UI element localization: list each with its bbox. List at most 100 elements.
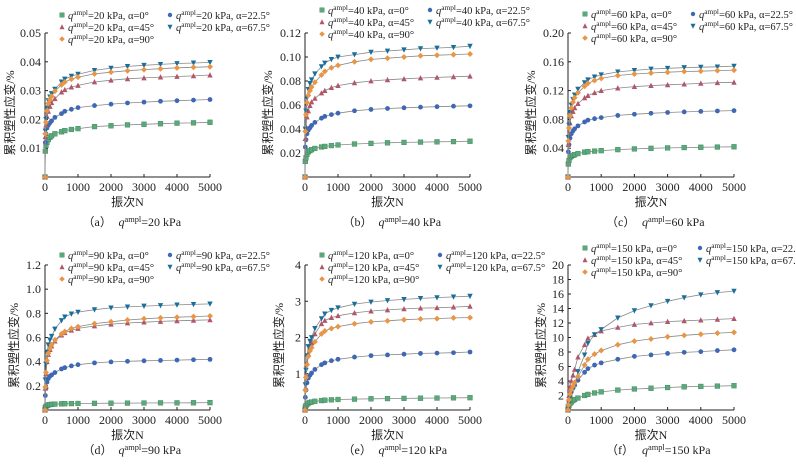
- legend-item: qampl=150 kPa, α=0°: [582, 241, 677, 255]
- data-point: [190, 73, 197, 79]
- data-point: [335, 396, 341, 403]
- data-point: [591, 77, 598, 84]
- legend-item: qampl=60 kPa, α=45°: [582, 19, 677, 33]
- data-point: [401, 297, 407, 303]
- legend-label-sup: ampl: [181, 260, 196, 269]
- y-tick-label: 0.05: [20, 26, 41, 40]
- data-point: [141, 75, 147, 81]
- x-tick-label: 3000: [656, 180, 680, 194]
- data-point: [648, 82, 654, 88]
- legend-label-sup: ampl: [73, 248, 88, 257]
- data-point: [467, 103, 473, 109]
- panel-caption: （b） qampl=40 kPa: [343, 215, 442, 229]
- data-point: [581, 83, 588, 90]
- x-tick-label: 2000: [622, 413, 646, 427]
- data-point: [207, 400, 213, 406]
- data-point: [42, 369, 49, 376]
- data-point: [698, 292, 704, 298]
- data-point: [575, 100, 581, 106]
- data-point: [307, 102, 313, 108]
- y-tick-label: 3: [295, 294, 301, 308]
- legend-item: qampl=150 kPa, α=90°: [582, 265, 682, 279]
- data-point: [305, 108, 311, 114]
- data-point: [615, 147, 621, 153]
- data-point: [418, 104, 423, 110]
- data-point: [125, 100, 130, 106]
- caption-label-sup: ampl: [385, 215, 402, 224]
- data-point: [401, 351, 407, 357]
- data-point: [467, 43, 473, 50]
- series-alpha0: [565, 383, 737, 413]
- legend-marker: [59, 264, 65, 270]
- legend-label-sup: ampl: [333, 3, 348, 12]
- data-point: [68, 76, 75, 83]
- data-point: [45, 350, 52, 357]
- legend-label: qampl=150 kPa, α=45°: [591, 253, 682, 267]
- data-point: [467, 73, 473, 79]
- legend-label-sup: ampl: [711, 253, 726, 262]
- data-point: [141, 315, 147, 322]
- data-point: [62, 314, 68, 320]
- data-point: [312, 326, 318, 332]
- y-tick-label: 0.01: [20, 141, 41, 155]
- data-point: [368, 308, 374, 314]
- legend-label-rest: =90 kPa, α=90°: [88, 275, 154, 286]
- legend-label-sup: ampl: [596, 19, 611, 28]
- data-point: [384, 140, 391, 146]
- data-point: [681, 65, 687, 71]
- data-point: [318, 320, 325, 327]
- data-point: [417, 305, 424, 311]
- data-point: [75, 82, 81, 88]
- series-alpha22_5: [42, 97, 213, 180]
- legend-label-rest: =20 kPa, α=90°: [88, 35, 154, 46]
- x-tick-label: 0: [565, 413, 571, 427]
- data-point: [731, 288, 737, 294]
- legend-item: qampl=120 kPa, α=0°: [319, 248, 414, 262]
- data-point: [731, 144, 737, 150]
- series-alpha45: [42, 316, 213, 413]
- legend-label-sup: ampl: [704, 7, 719, 16]
- data-point: [731, 315, 737, 322]
- data-point: [207, 119, 213, 125]
- data-point: [434, 395, 440, 401]
- x-tick-label: 2000: [99, 180, 123, 194]
- data-point: [581, 341, 588, 348]
- legend-label-sup: ampl: [451, 260, 466, 269]
- data-point: [681, 332, 688, 339]
- data-point: [51, 336, 58, 343]
- series-alpha67_5: [302, 293, 473, 413]
- data-point: [174, 64, 180, 71]
- chart-panel-c: 0 1000 2000 3000 4000 5000 0.04 0.08 0.12 0.16 0.2…: [523, 7, 793, 229]
- y-tick-label: 0.20: [543, 26, 564, 40]
- data-point: [417, 139, 424, 145]
- legend-label: qampl=20 kPa, α=0°: [68, 8, 149, 22]
- data-point: [664, 298, 671, 305]
- y-tick-label: 0.4: [26, 355, 41, 369]
- legend-item: qampl=40 kPa, α=22.5°: [427, 3, 530, 17]
- data-point: [368, 318, 374, 325]
- data-point: [207, 72, 213, 78]
- data-point: [575, 369, 581, 375]
- legend-label-q: q: [699, 22, 704, 33]
- data-point: [714, 64, 721, 70]
- series-alpha45: [302, 73, 473, 180]
- data-point: [731, 383, 737, 389]
- data-point: [575, 395, 581, 401]
- y-tick-label: 0.04: [543, 141, 564, 155]
- legend-label-rest: =40 kPa, α=22.5°: [456, 6, 530, 17]
- data-point: [302, 128, 309, 135]
- legend-label-q: q: [591, 10, 596, 21]
- data-point: [335, 305, 341, 311]
- data-point: [570, 108, 576, 114]
- data-point: [351, 320, 358, 327]
- legend-label: qampl=150 kPa, α=90°: [591, 265, 682, 279]
- data-point: [598, 389, 604, 395]
- data-point: [174, 73, 180, 79]
- legend-item: qampl=60 kPa, α=22.5°: [690, 7, 793, 21]
- legend-marker: [697, 257, 703, 263]
- data-point: [572, 126, 578, 132]
- data-point: [157, 318, 164, 324]
- data-point: [45, 342, 51, 348]
- legend-item: qampl=40 kPa, α=90°: [319, 27, 414, 41]
- data-point: [731, 347, 737, 353]
